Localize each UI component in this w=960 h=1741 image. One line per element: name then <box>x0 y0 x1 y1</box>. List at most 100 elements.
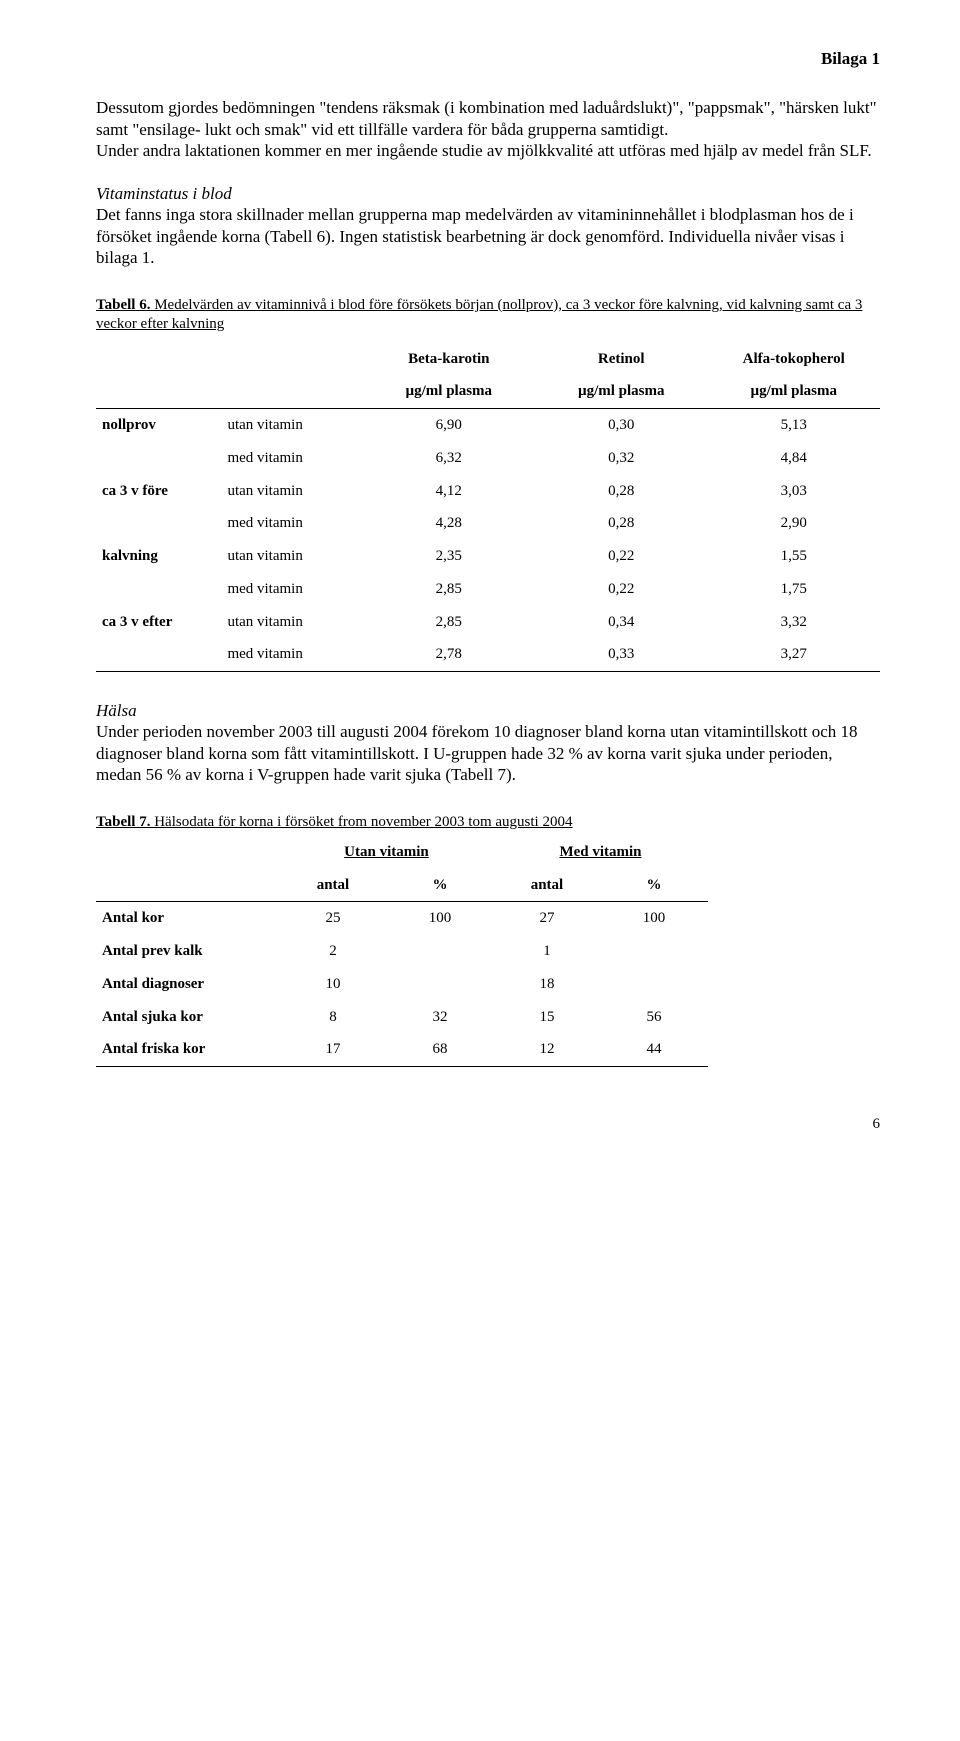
t7-cell: 12 <box>493 1033 600 1066</box>
paragraph-2: Under andra laktationen kommer en mer in… <box>96 140 880 161</box>
paragraph-1: Dessutom gjordes bedömningen "tendens rä… <box>96 97 880 140</box>
table6: Beta-karotin Retinol Alfa-tokopherol µg/… <box>96 338 880 673</box>
t7-cell: 68 <box>386 1033 493 1066</box>
t6-cell: 2,85 <box>363 573 535 606</box>
t6-cell: 6,90 <box>363 409 535 442</box>
page-number: 6 <box>96 1115 880 1134</box>
t6-cell: 0,30 <box>535 409 707 442</box>
t7-label: Antal sjuka kor <box>96 1001 279 1034</box>
table-row: med vitamin 6,32 0,32 4,84 <box>96 442 880 475</box>
table-row: med vitamin 2,78 0,33 3,27 <box>96 638 880 671</box>
t6-cell: 0,33 <box>535 638 707 671</box>
paragraph-block-1: Dessutom gjordes bedömningen "tendens rä… <box>96 97 880 161</box>
t7-cell <box>386 968 493 1001</box>
t6-sublabel: utan vitamin <box>221 409 362 442</box>
t6-sublabel: utan vitamin <box>221 606 362 639</box>
table-row: med vitamin 2,85 0,22 1,75 <box>96 573 880 606</box>
t6-rowlabel-2: kalvning <box>96 540 221 573</box>
t6-sublabel: med vitamin <box>221 442 362 475</box>
t6-cell: 2,90 <box>707 507 880 540</box>
table6-h1-1: Retinol <box>535 338 707 376</box>
t7-cell: 44 <box>600 1033 707 1066</box>
table7-caption-rest: Hälsodata för korna i försöket from nove… <box>150 814 572 830</box>
t6-cell: 2,85 <box>363 606 535 639</box>
table-row: ca 3 v efter utan vitamin 2,85 0,34 3,32 <box>96 606 880 639</box>
section-vitaminstatus: Vitaminstatus i blod Det fanns inga stor… <box>96 183 880 268</box>
t7-cell <box>600 935 707 968</box>
t6-rowlabel-0: nollprov <box>96 409 221 442</box>
t7-sh-1: % <box>386 869 493 902</box>
table7-sub-head: antal % antal % <box>96 869 708 902</box>
t7-sh-2: antal <box>493 869 600 902</box>
t7-gh-1: Med vitamin <box>493 836 707 869</box>
t6-cell: 0,28 <box>535 475 707 508</box>
table7-group-head: Utan vitamin Med vitamin <box>96 836 708 869</box>
t7-cell: 100 <box>600 902 707 935</box>
t7-cell: 10 <box>279 968 386 1001</box>
table-row: Antal sjuka kor 8 32 15 56 <box>96 1001 708 1034</box>
table-row: Antal prev kalk 2 1 <box>96 935 708 968</box>
table7-caption: Tabell 7. Hälsodata för korna i försöket… <box>96 813 880 832</box>
t7-label: Antal kor <box>96 902 279 935</box>
table-row: kalvning utan vitamin 2,35 0,22 1,55 <box>96 540 880 573</box>
t7-cell: 27 <box>493 902 600 935</box>
table6-head-row1: Beta-karotin Retinol Alfa-tokopherol <box>96 338 880 376</box>
t6-sublabel: utan vitamin <box>221 475 362 508</box>
t6-sublabel: med vitamin <box>221 638 362 671</box>
t7-label: Antal diagnoser <box>96 968 279 1001</box>
t7-label: Antal friska kor <box>96 1033 279 1066</box>
t7-cell: 32 <box>386 1001 493 1034</box>
table-row: ca 3 v före utan vitamin 4,12 0,28 3,03 <box>96 475 880 508</box>
t6-sublabel: med vitamin <box>221 507 362 540</box>
t7-cell: 15 <box>493 1001 600 1034</box>
t7-cell: 2 <box>279 935 386 968</box>
t6-cell: 3,27 <box>707 638 880 671</box>
table6-caption-rest: Medelvärden av vitaminnivå i blod före f… <box>96 297 862 332</box>
table7-caption-bold: Tabell 7. <box>96 814 150 830</box>
table-row: med vitamin 4,28 0,28 2,90 <box>96 507 880 540</box>
t7-cell: 18 <box>493 968 600 1001</box>
t7-sh-3: % <box>600 869 707 902</box>
table6-caption: Tabell 6. Medelvärden av vitaminnivå i b… <box>96 296 880 334</box>
t6-cell: 6,32 <box>363 442 535 475</box>
t7-cell: 100 <box>386 902 493 935</box>
t7-cell <box>600 968 707 1001</box>
t6-sublabel: utan vitamin <box>221 540 362 573</box>
table6-h1-2: Alfa-tokopherol <box>707 338 880 376</box>
appendix-header: Bilaga 1 <box>96 48 880 69</box>
paragraph-3: Det fanns inga stora skillnader mellan g… <box>96 204 880 268</box>
paragraph-4: Under perioden november 2003 till august… <box>96 721 880 785</box>
t6-cell: 1,75 <box>707 573 880 606</box>
table6-h2-1: µg/ml plasma <box>535 375 707 408</box>
table6-h1-0: Beta-karotin <box>363 338 535 376</box>
t6-sublabel: med vitamin <box>221 573 362 606</box>
t6-cell: 0,34 <box>535 606 707 639</box>
table-row: nollprov utan vitamin 6,90 0,30 5,13 <box>96 409 880 442</box>
table7: Utan vitamin Med vitamin antal % antal %… <box>96 836 708 1067</box>
t7-sh-0: antal <box>279 869 386 902</box>
t6-cell: 4,28 <box>363 507 535 540</box>
t6-cell: 3,32 <box>707 606 880 639</box>
t6-cell: 0,22 <box>535 540 707 573</box>
t6-cell: 0,22 <box>535 573 707 606</box>
t6-cell: 2,78 <box>363 638 535 671</box>
table6-head-row2: µg/ml plasma µg/ml plasma µg/ml plasma <box>96 375 880 408</box>
table-row: Antal kor 25 100 27 100 <box>96 902 708 935</box>
t6-cell: 4,12 <box>363 475 535 508</box>
t7-cell: 17 <box>279 1033 386 1066</box>
section-halsa: Hälsa Under perioden november 2003 till … <box>96 700 880 785</box>
table-row: Antal friska kor 17 68 12 44 <box>96 1033 708 1066</box>
t7-label: Antal prev kalk <box>96 935 279 968</box>
t7-cell: 25 <box>279 902 386 935</box>
t6-cell: 1,55 <box>707 540 880 573</box>
t7-cell: 1 <box>493 935 600 968</box>
t6-cell: 3,03 <box>707 475 880 508</box>
t7-cell <box>386 935 493 968</box>
t6-cell: 2,35 <box>363 540 535 573</box>
table-row: Antal diagnoser 10 18 <box>96 968 708 1001</box>
table6-h2-2: µg/ml plasma <box>707 375 880 408</box>
t7-cell: 8 <box>279 1001 386 1034</box>
t6-rowlabel-1: ca 3 v före <box>96 475 221 508</box>
t6-cell: 0,32 <box>535 442 707 475</box>
t7-gh-0: Utan vitamin <box>279 836 493 869</box>
